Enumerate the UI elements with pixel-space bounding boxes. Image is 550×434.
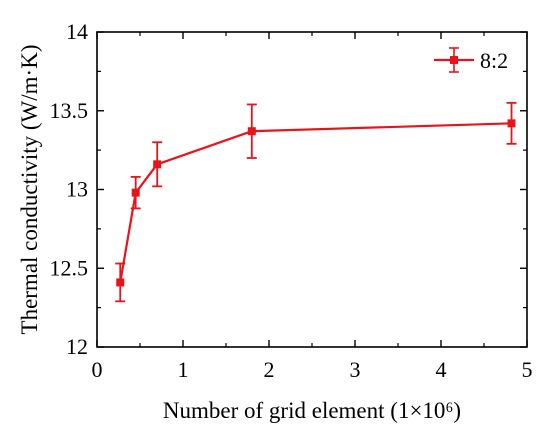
x-tick-label: 1 — [178, 357, 189, 382]
series-layer — [115, 101, 517, 303]
x-tick-label: 0 — [92, 357, 103, 382]
y-tick-label: 13.5 — [50, 98, 89, 123]
data-point — [247, 127, 256, 136]
y-tick-label: 13 — [66, 177, 88, 202]
y-tick-label: 12.5 — [50, 255, 89, 280]
y-tick-label: 14 — [66, 19, 88, 44]
series-line — [119, 122, 512, 283]
y-axis: 12 12.5 13 13.5 14 — [50, 19, 527, 359]
x-tick-label: 5 — [522, 357, 533, 382]
legend: 8:2 — [434, 47, 508, 73]
x-axis: 0 1 2 3 4 5 — [92, 32, 533, 382]
data-point — [131, 188, 140, 197]
data-point — [116, 278, 125, 287]
legend-label: 8:2 — [480, 48, 508, 73]
y-tick-label: 12 — [66, 334, 88, 359]
plot-frame — [96, 31, 528, 348]
data-point — [153, 160, 162, 169]
legend-marker — [450, 56, 458, 64]
data-point — [507, 119, 516, 128]
x-tick-label: 4 — [436, 357, 447, 382]
plot-area — [96, 31, 528, 348]
x-tick-label: 2 — [264, 357, 275, 382]
y-axis-label: Thermal conductivity (W/m·K) — [17, 45, 42, 335]
x-axis-label: Number of grid element (1×10⁶) — [163, 398, 461, 423]
x-tick-label: 3 — [350, 357, 361, 382]
